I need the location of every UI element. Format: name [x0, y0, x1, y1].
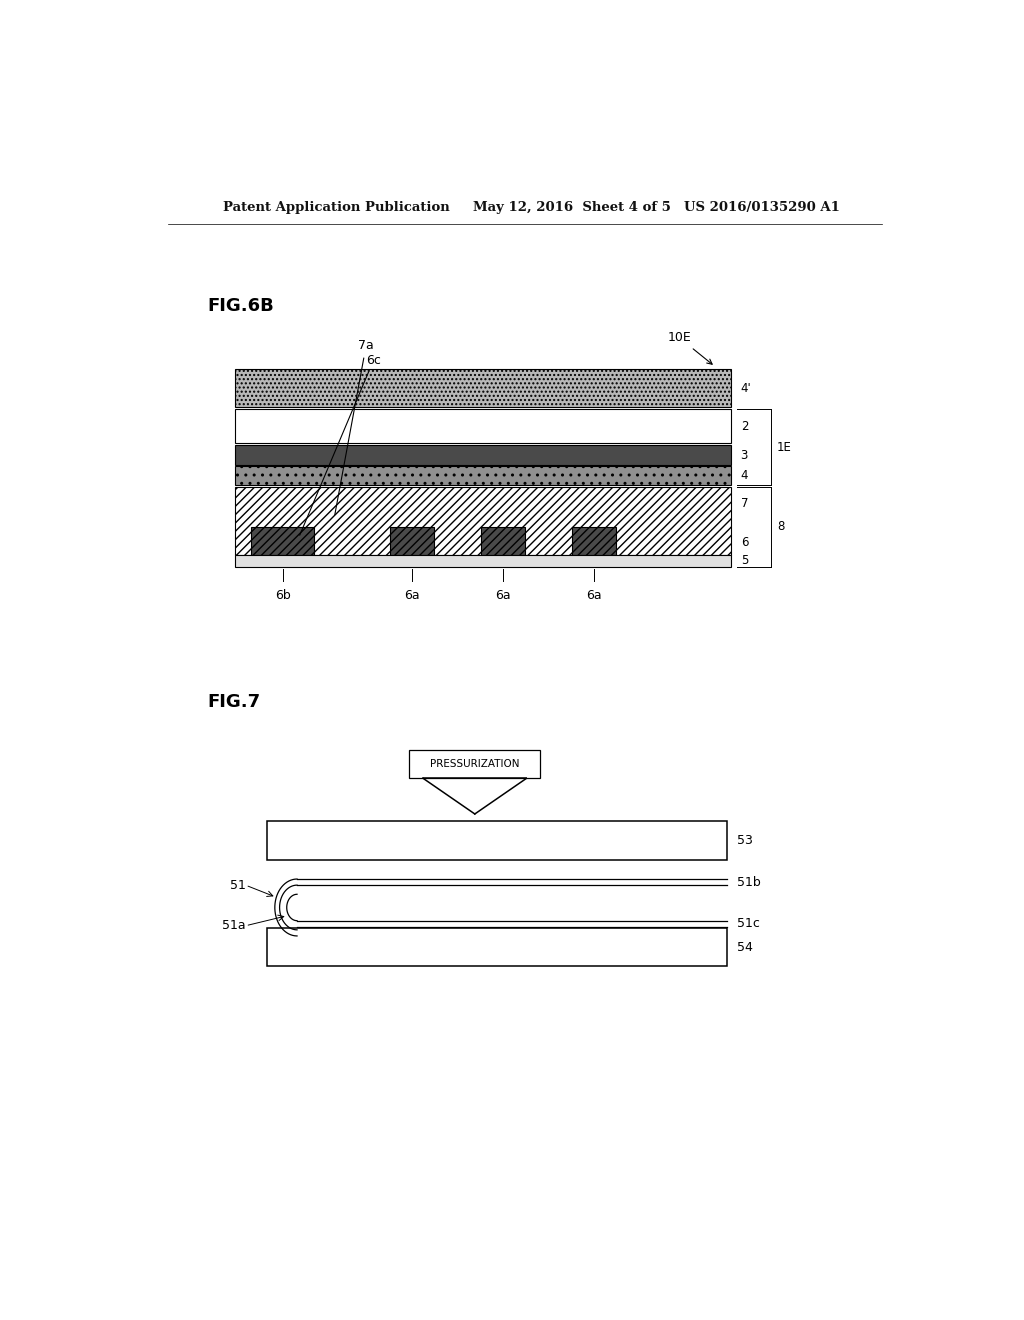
- Text: 51b: 51b: [736, 875, 761, 888]
- Text: 53: 53: [736, 834, 753, 847]
- Bar: [481, 528, 525, 554]
- Bar: [390, 528, 433, 554]
- Text: 54: 54: [736, 941, 753, 953]
- Text: 6a: 6a: [496, 589, 511, 602]
- Text: 3: 3: [740, 449, 749, 462]
- Text: FIG.7: FIG.7: [207, 693, 260, 711]
- Text: 2: 2: [740, 420, 749, 433]
- Text: 1E: 1E: [777, 441, 792, 454]
- Bar: [236, 466, 731, 484]
- Text: US 2016/0135290 A1: US 2016/0135290 A1: [684, 201, 840, 214]
- Text: 6a: 6a: [587, 589, 602, 602]
- Bar: [236, 368, 731, 408]
- Text: 6a: 6a: [403, 589, 420, 602]
- Text: 8: 8: [777, 520, 784, 533]
- Bar: [267, 928, 727, 966]
- Text: 6: 6: [740, 536, 749, 549]
- Bar: [236, 409, 731, 444]
- Bar: [236, 445, 731, 466]
- Bar: [410, 750, 541, 779]
- Text: 7a: 7a: [335, 339, 374, 515]
- Text: 6b: 6b: [274, 589, 291, 602]
- Text: 4: 4: [740, 469, 749, 482]
- Text: Patent Application Publication: Patent Application Publication: [223, 201, 450, 214]
- Text: FIG.6B: FIG.6B: [207, 297, 274, 314]
- Text: 6c: 6c: [300, 354, 381, 535]
- Text: 51c: 51c: [736, 917, 760, 931]
- Bar: [572, 528, 616, 554]
- Text: 4': 4': [740, 381, 752, 395]
- Text: 51: 51: [229, 879, 246, 891]
- Bar: [236, 487, 731, 554]
- Text: 10E: 10E: [668, 331, 712, 364]
- Text: 7: 7: [740, 498, 749, 511]
- Bar: [236, 554, 731, 568]
- Text: 5: 5: [740, 554, 749, 568]
- Text: May 12, 2016  Sheet 4 of 5: May 12, 2016 Sheet 4 of 5: [473, 201, 671, 214]
- Bar: [251, 528, 314, 554]
- Text: 51a: 51a: [222, 919, 246, 932]
- Text: PRESSURIZATION: PRESSURIZATION: [430, 759, 519, 770]
- Bar: [267, 821, 727, 859]
